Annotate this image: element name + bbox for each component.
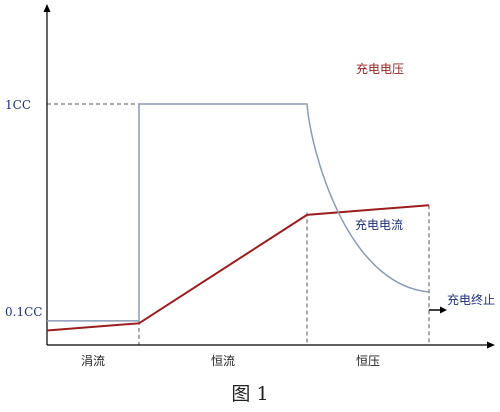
phase-label-constant-voltage: 恒压 [356, 354, 380, 368]
current-line [47, 103, 430, 322]
figure-caption: 图 1 [231, 383, 269, 405]
series-label-voltage: 充电电压 [356, 61, 404, 76]
phase-label-trickle: 涓流 [81, 353, 105, 368]
y-tick-label-high: 1CC [5, 98, 31, 112]
phase-label-constant-current: 恒流 [211, 354, 235, 368]
labels: 0.1CC 1CC 涓流 恒流 恒压 充电电压 充电电流 充电终止 [5, 61, 495, 368]
series-layer [46, 103, 430, 332]
axes [43, 4, 495, 349]
end-arrow-head [440, 306, 447, 314]
x-axis-arrow [487, 341, 495, 349]
series-label-current: 充电电流 [355, 217, 403, 232]
y-tick-label-low: 0.1CC [5, 305, 42, 319]
end-label: 充电终止 [447, 292, 495, 307]
end-arrow [429, 306, 447, 314]
y-axis-arrow [43, 4, 51, 12]
voltage-line [46, 204, 430, 332]
